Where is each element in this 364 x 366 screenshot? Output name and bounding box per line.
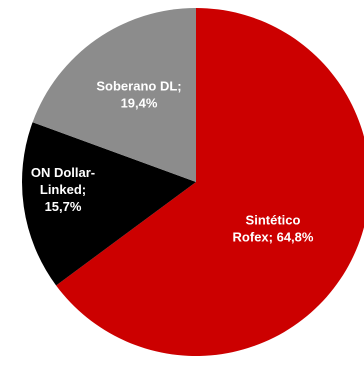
slice-label-0: Sintético Rofex; 64,8% (233, 213, 314, 245)
slice-label-2: Soberano DL; 19,4% (96, 79, 181, 111)
pie-slice-2 (32, 8, 197, 182)
slice-label-line: ON Dollar- (31, 165, 95, 180)
slice-label-line: 19,4% (121, 96, 158, 111)
slice-label-line: Sintético (246, 213, 301, 228)
slice-label-line: Linked; (40, 182, 86, 197)
pie-slices (21, 8, 364, 356)
slice-label-line: 15,7% (45, 199, 82, 214)
slice-labels: Sintético Rofex; 64,8% ON Dollar- Linked; 15… (31, 79, 314, 245)
pie-slice-1 (21, 122, 197, 286)
slice-label-line: Soberano DL; (96, 79, 181, 94)
pie-slice-0 (56, 8, 364, 356)
slice-label-1: ON Dollar- Linked; 15,7% (31, 165, 95, 214)
slice-label-line: Rofex; 64,8% (233, 230, 314, 245)
